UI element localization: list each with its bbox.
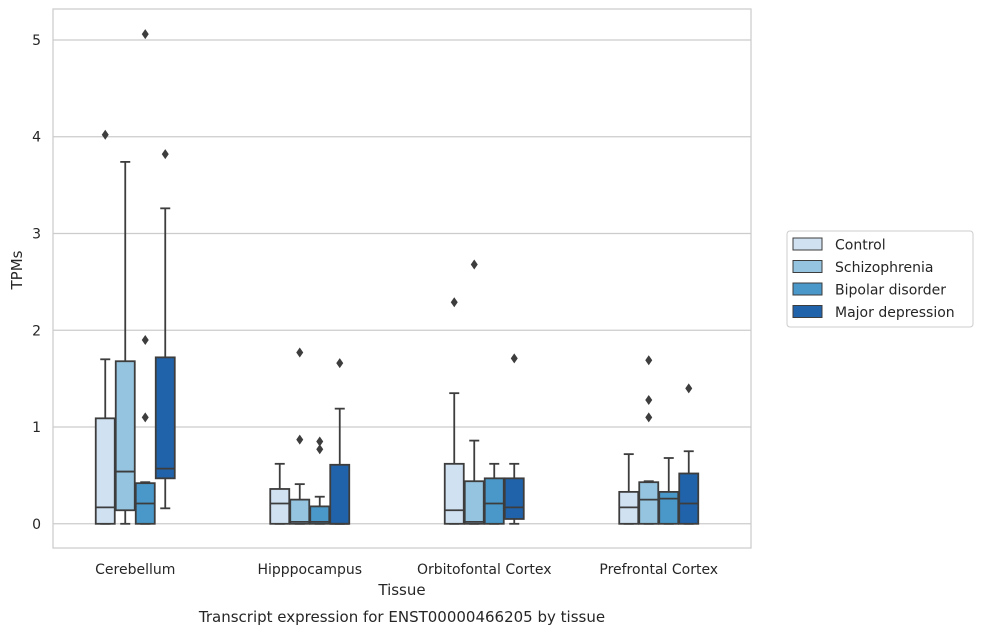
- y-tick-label: 1: [32, 420, 41, 436]
- outlier-point: [685, 383, 693, 394]
- legend-item-major-depression: Major depression: [792, 305, 955, 321]
- y-tick-label: 2: [32, 323, 41, 339]
- outlier-point: [296, 434, 304, 445]
- box-schizophrenia-cerebellum: [114, 160, 136, 525]
- outlier-point: [161, 149, 169, 160]
- legend-item-schizophrenia: Schizophrenia: [792, 260, 933, 276]
- box-body: [638, 481, 660, 525]
- box-control-prefrontal-cortex: [618, 453, 640, 525]
- box-body: [289, 498, 311, 525]
- outlier-point: [141, 29, 149, 40]
- outlier-point: [645, 355, 653, 366]
- legend-swatch: [792, 237, 823, 251]
- series-bipolar-disorder: [134, 29, 680, 525]
- box-bipolar-disorder-hipppocampus: [309, 436, 331, 525]
- y-axis-label: TPMs: [8, 250, 26, 290]
- box-control-orbitofontal-cortex: [443, 297, 465, 525]
- box-major-depression-cerebellum: [154, 149, 176, 510]
- box-body: [658, 490, 680, 525]
- x-tick-label: Orbitofontal Cortex: [417, 562, 552, 578]
- box-major-depression-hipppocampus: [329, 358, 351, 525]
- outlier-point: [510, 353, 518, 364]
- chart-caption: Transcript expression for ENST0000046620…: [198, 608, 605, 626]
- box-bipolar-disorder-cerebellum: [134, 29, 156, 525]
- y-tick-label: 5: [32, 33, 41, 49]
- legend-swatch: [792, 260, 823, 273]
- outlier-point: [645, 412, 653, 423]
- box-major-depression-orbitofontal-cortex: [503, 353, 525, 525]
- plot-frame: [52, 8, 752, 549]
- legend-label: Bipolar disorder: [835, 283, 946, 299]
- box-body: [114, 360, 136, 512]
- x-tick-label: Hipppocampus: [257, 562, 362, 578]
- box-bipolar-disorder-prefrontal-cortex: [658, 457, 680, 525]
- legend-frame: [786, 230, 974, 328]
- y-tick-label: 0: [32, 517, 41, 533]
- series-schizophrenia: [114, 160, 660, 525]
- box-body: [154, 356, 176, 480]
- outlier-point: [316, 444, 324, 455]
- box-schizophrenia-orbitofontal-cortex: [463, 259, 485, 525]
- outlier-point: [141, 412, 149, 423]
- box-body: [503, 477, 525, 520]
- x-tick-label: Cerebellum: [95, 562, 175, 578]
- outlier-point: [296, 347, 304, 358]
- legend-swatch: [792, 305, 823, 318]
- y-tick-label: 4: [32, 130, 41, 146]
- outlier-point: [645, 394, 653, 405]
- outlier-point: [101, 129, 109, 140]
- box-body: [483, 477, 505, 525]
- outlier-point: [450, 297, 458, 308]
- box-body: [329, 463, 351, 525]
- box-schizophrenia-hipppocampus: [289, 347, 311, 525]
- box-series-group: [94, 29, 700, 525]
- box-body: [443, 462, 465, 525]
- outlier-point: [316, 436, 324, 447]
- box-schizophrenia-prefrontal-cortex: [638, 355, 660, 525]
- legend: Control Schizophrenia Bipolar disorder Majo…: [786, 230, 974, 328]
- legend-label: Schizophrenia: [835, 260, 933, 276]
- outlier-point: [336, 358, 344, 369]
- series-major-depression: [154, 149, 700, 525]
- legend-swatch: [792, 282, 823, 296]
- box-major-depression-prefrontal-cortex: [678, 383, 700, 525]
- legend-item-control: Control: [792, 237, 886, 254]
- series-control: [94, 129, 640, 525]
- y-tick-label: 3: [32, 227, 41, 243]
- outlier-point: [141, 334, 149, 345]
- x-axis-label: Tissue: [377, 581, 425, 599]
- y-axis-ticks: 0 1 2 3 4 5: [32, 33, 41, 533]
- x-tick-label: Prefrontal Cortex: [599, 562, 718, 578]
- box-body: [678, 472, 700, 525]
- box-control-cerebellum: [94, 129, 116, 525]
- box-control-hipppocampus: [269, 462, 291, 525]
- legend-item-bipolar-disorder: Bipolar disorder: [792, 282, 946, 299]
- outlier-point: [470, 259, 478, 270]
- box-bipolar-disorder-orbitofontal-cortex: [483, 462, 505, 525]
- legend-label: Major depression: [835, 305, 955, 321]
- box-body: [269, 488, 291, 525]
- box-body: [94, 417, 116, 525]
- x-axis-ticks: Cerebellum Hipppocampus Orbitofontal Corte…: [95, 562, 718, 578]
- box-body: [463, 480, 485, 525]
- legend-label: Control: [835, 238, 886, 254]
- box-body: [309, 505, 331, 525]
